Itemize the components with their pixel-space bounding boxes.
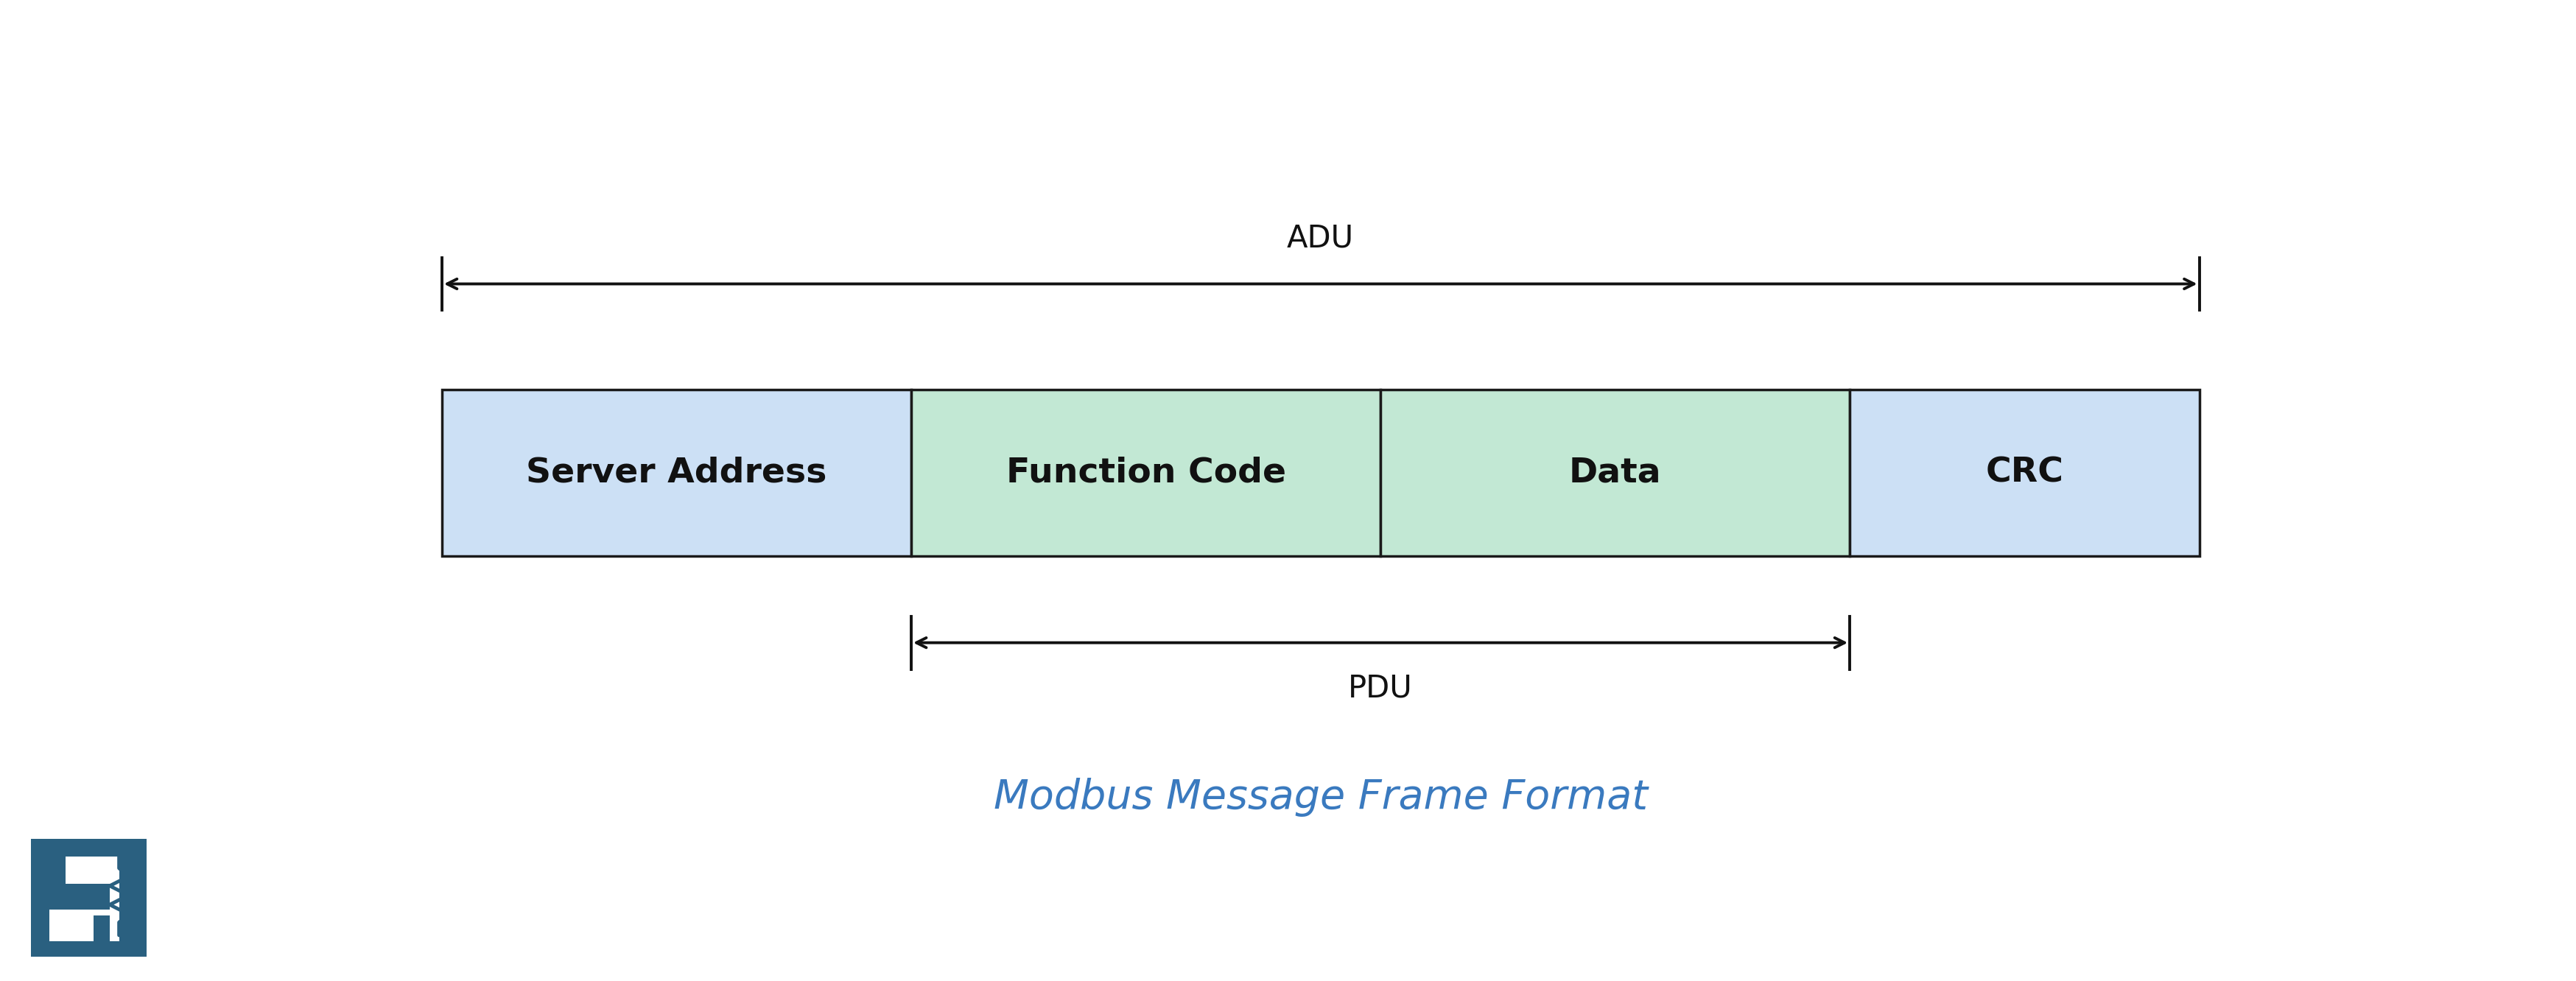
Bar	[912, 389, 1381, 556]
Text: CRC: CRC	[1986, 456, 2063, 490]
Bar	[49, 884, 111, 909]
Bar	[1850, 389, 2200, 556]
Text: PDU: PDU	[1347, 673, 1412, 703]
Text: Function Code: Function Code	[1005, 456, 1285, 490]
Bar	[1381, 389, 1850, 556]
Bar	[49, 856, 118, 941]
Bar	[67, 856, 111, 884]
FancyBboxPatch shape	[23, 832, 155, 963]
Bar	[49, 915, 93, 941]
Text: Data: Data	[1569, 456, 1662, 490]
Bar	[443, 389, 912, 556]
Text: Server Address: Server Address	[526, 456, 827, 490]
Text: ADU: ADU	[1285, 223, 1355, 254]
Text: Modbus Message Frame Format: Modbus Message Frame Format	[994, 778, 1646, 817]
Bar	[49, 915, 111, 941]
Bar	[49, 856, 111, 884]
